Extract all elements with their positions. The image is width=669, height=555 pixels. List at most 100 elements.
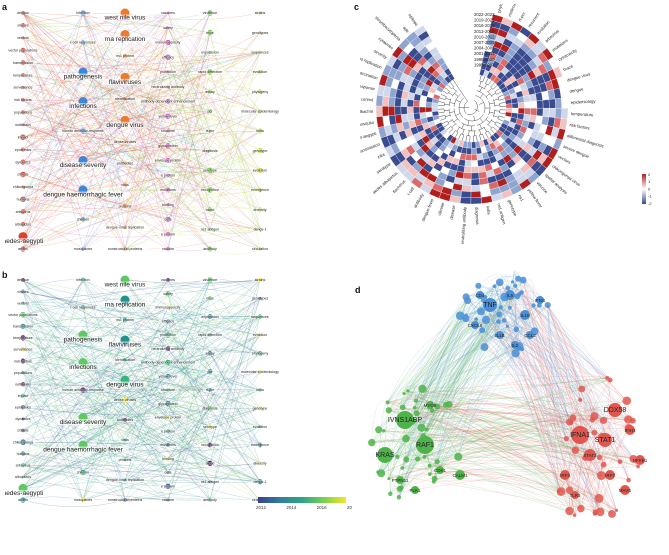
interaction-edge	[407, 311, 481, 425]
hub-node	[605, 470, 615, 480]
network-link	[124, 444, 169, 481]
network-link	[124, 27, 169, 99]
interaction-edge	[390, 390, 408, 494]
interaction-edge	[522, 280, 582, 509]
node-label: mosquitoes	[74, 247, 93, 251]
heatmap-cell	[394, 97, 402, 107]
interaction-edge	[517, 296, 629, 420]
interaction-edge	[483, 300, 639, 467]
network-link	[167, 12, 211, 87]
node-label: envelope protein	[155, 416, 182, 420]
interaction-edge	[515, 285, 607, 436]
hub-node	[426, 401, 434, 409]
network-link	[22, 71, 84, 125]
network-link	[124, 417, 169, 501]
interaction-edge	[424, 454, 436, 479]
network-link	[22, 407, 211, 415]
network-link	[124, 170, 261, 228]
network-link	[22, 316, 169, 327]
network-link	[167, 145, 211, 230]
protein-node	[511, 280, 515, 284]
node-label: diagnosis	[202, 407, 217, 411]
protein-node	[385, 400, 390, 405]
network-link	[124, 27, 169, 185]
ppi-network-d: TNF IL6 IL10 CXCL8 CCL2 IL1B IFNG CD4 IL2 IVNS1AB…	[368, 270, 648, 518]
network-link	[22, 52, 261, 66]
network-link	[82, 362, 211, 372]
network-link	[82, 299, 126, 446]
scale-tick: -2	[648, 201, 652, 206]
network-link	[167, 12, 211, 102]
interaction-edge	[381, 307, 501, 474]
protein-node	[492, 284, 497, 288]
interaction-edge	[512, 272, 522, 293]
network-link	[22, 319, 126, 396]
node-label: protection	[160, 333, 176, 337]
network-link	[22, 12, 169, 235]
node-label: humans	[17, 452, 30, 456]
node-label: dynamics	[15, 417, 30, 421]
network-link	[22, 303, 169, 404]
network-link	[167, 348, 211, 391]
heatmap-cell	[413, 99, 421, 108]
network-link	[22, 279, 126, 341]
network-link	[124, 57, 169, 250]
interaction-edge	[496, 285, 516, 336]
network-link	[22, 62, 261, 132]
network-link	[22, 137, 84, 191]
network-link	[22, 395, 84, 501]
network-link	[124, 77, 261, 171]
network-link	[22, 476, 211, 501]
protein-label: IFNG	[535, 298, 546, 303]
interaction-edge	[574, 427, 629, 516]
interaction-edge	[434, 478, 570, 512]
interaction-edge	[378, 429, 617, 511]
network-link	[22, 334, 211, 362]
node-label: t-cell responses	[70, 306, 95, 310]
network-link	[124, 279, 211, 409]
network-link	[167, 293, 211, 446]
interaction-edge	[434, 305, 540, 479]
interaction-edge	[521, 290, 548, 306]
network-link	[82, 101, 169, 132]
node-label: evolution	[253, 425, 267, 429]
keyword-label: recurrent	[527, 11, 541, 28]
keyword-label: genotype	[507, 199, 518, 217]
network-link	[22, 337, 169, 459]
interaction-edge	[383, 430, 430, 466]
interaction-edge	[401, 305, 534, 489]
network-link	[124, 27, 169, 121]
heatmap-cell	[523, 94, 531, 103]
interaction-edge	[424, 448, 602, 476]
interaction-edge	[500, 307, 608, 379]
network-link	[82, 399, 126, 473]
network-link	[22, 314, 261, 501]
interaction-edge	[383, 430, 599, 499]
node-label: disease severity	[60, 419, 107, 426]
protein-node	[417, 423, 426, 432]
network-link	[124, 279, 211, 372]
interaction-edge	[402, 467, 602, 476]
interaction-edge	[460, 313, 523, 350]
network-link	[124, 52, 211, 121]
protein-node	[614, 508, 619, 512]
network-link	[124, 52, 261, 121]
network-link	[167, 298, 261, 446]
network-link	[124, 316, 261, 441]
node-label: molecular epidemiology	[241, 110, 279, 114]
interaction-edge	[424, 321, 499, 457]
interaction-edge	[402, 407, 613, 515]
node-label: antibodies	[117, 161, 134, 165]
node-label: climate	[17, 429, 28, 433]
network-link	[124, 71, 261, 121]
hub-node	[598, 433, 612, 447]
keyword-label: dengue virus	[566, 71, 590, 82]
network-link	[22, 418, 126, 441]
node-label: genotypes	[252, 31, 269, 35]
interaction-edge	[445, 294, 520, 405]
keyword-label: risk factors	[569, 122, 590, 130]
node-label: ns1 antigen	[201, 228, 220, 232]
heatmap-cell	[554, 108, 562, 119]
network-link	[167, 175, 211, 230]
network-link	[209, 389, 261, 446]
